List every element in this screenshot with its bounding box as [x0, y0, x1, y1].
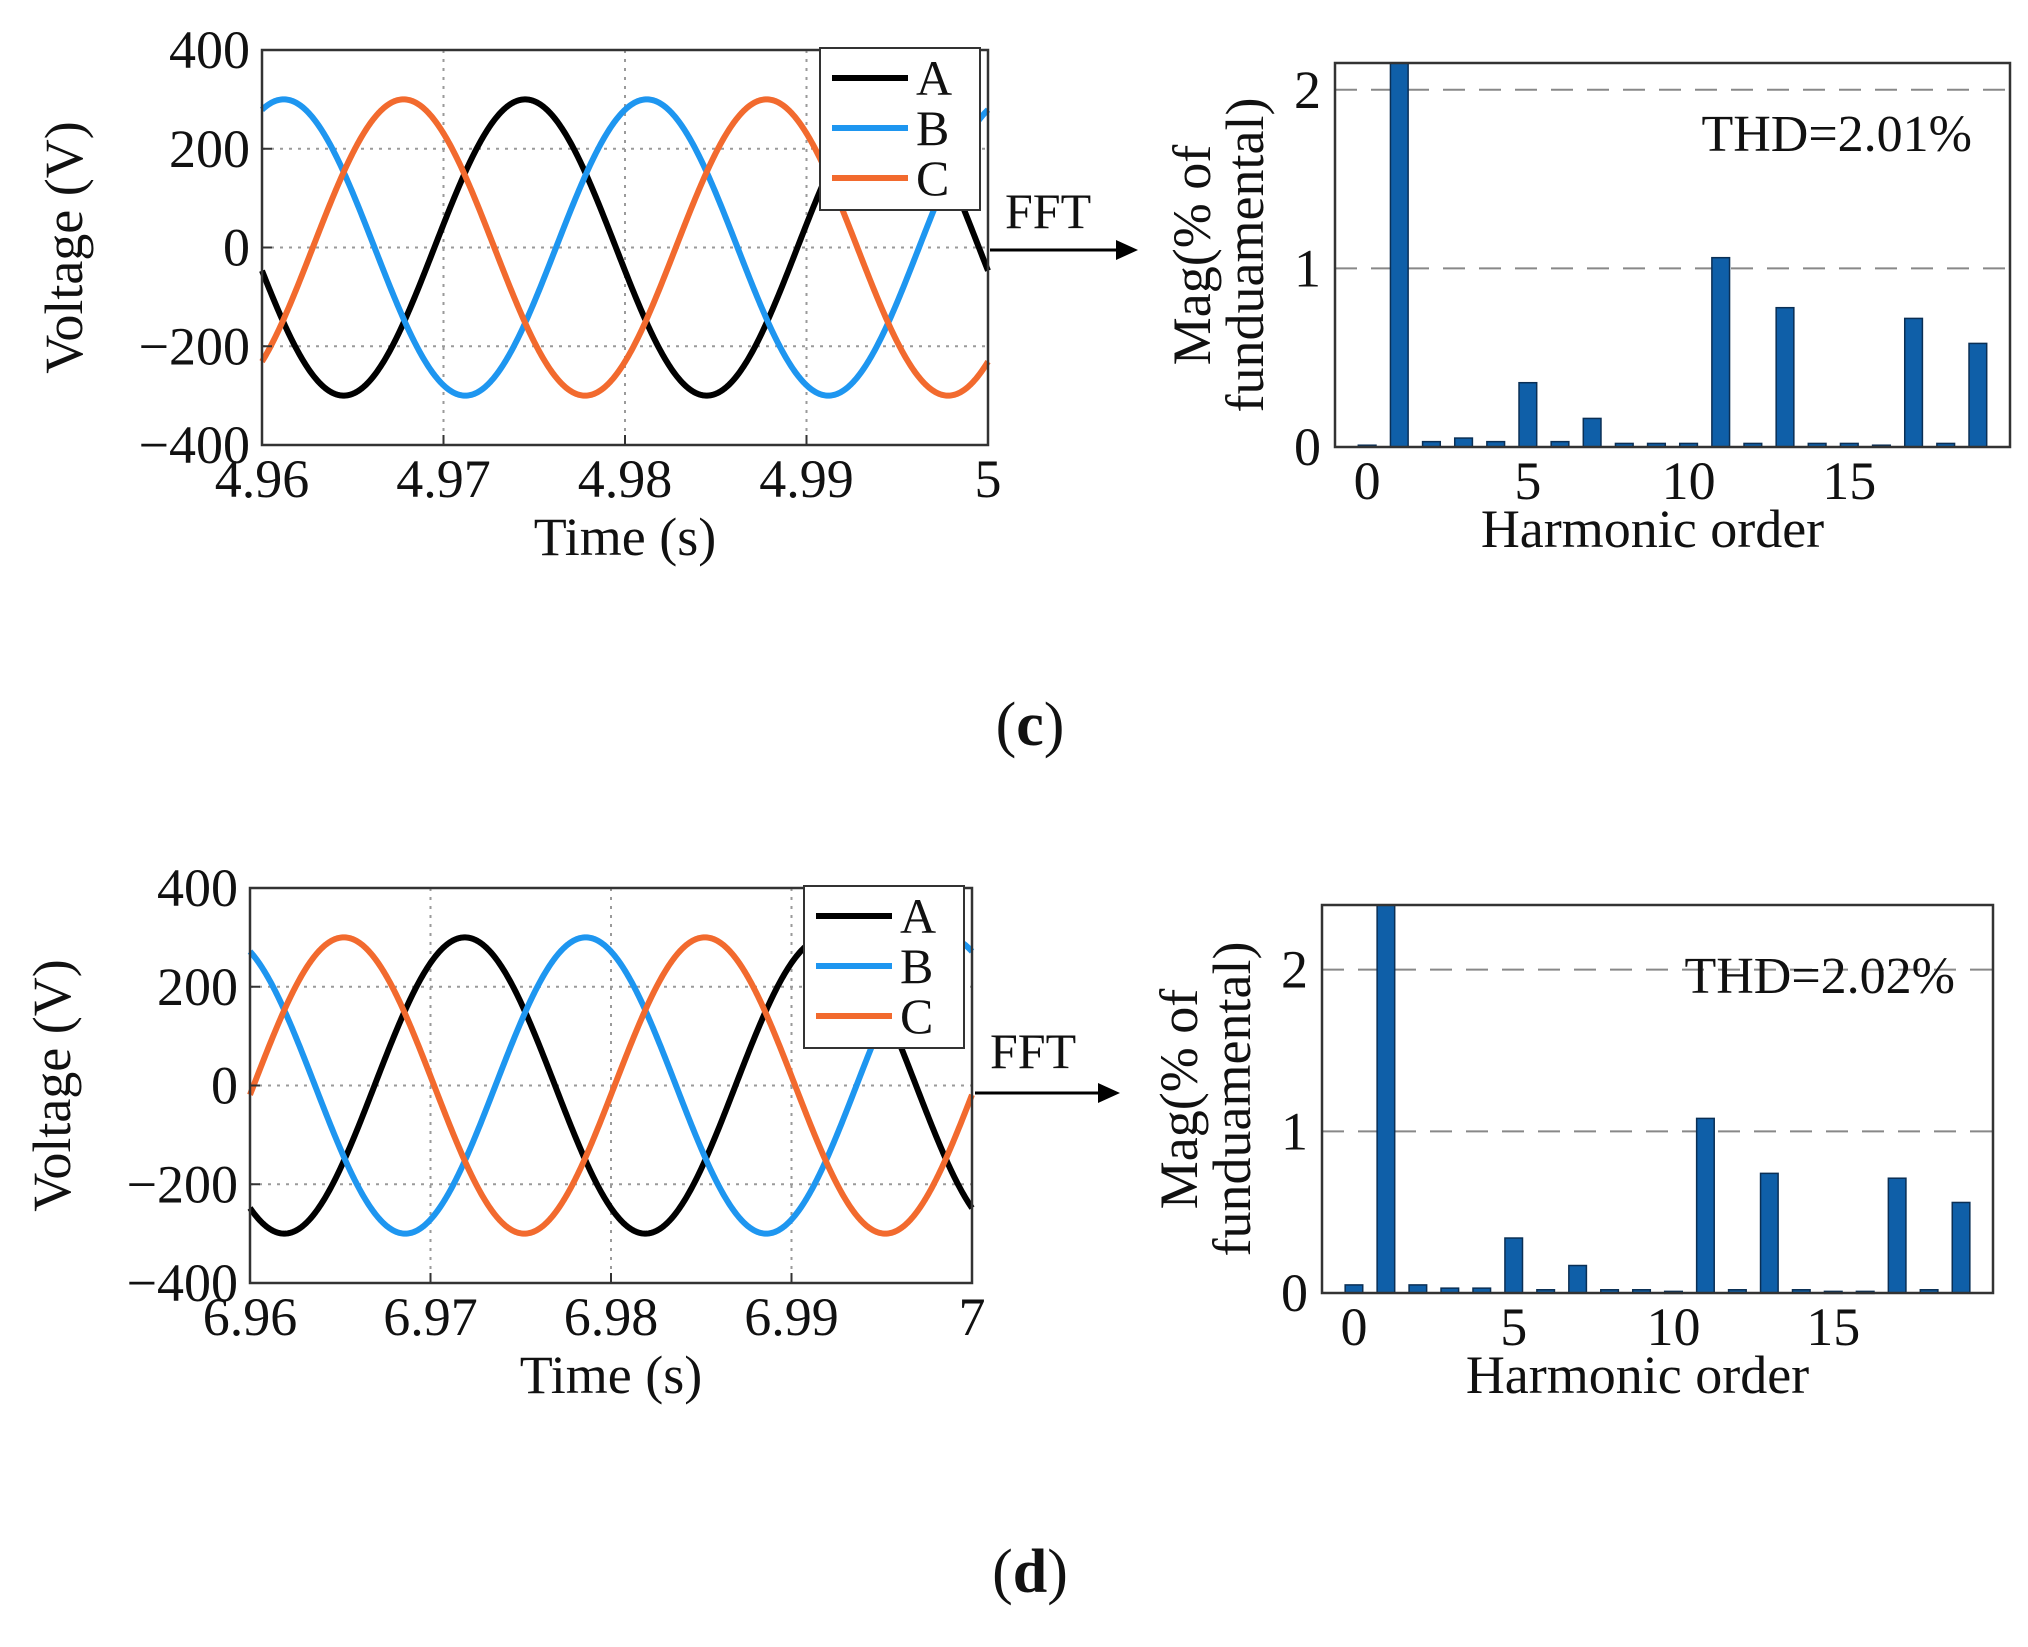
- y-tick-label: 1: [1294, 238, 1321, 298]
- legend-label-c: C: [900, 988, 933, 1044]
- x-tick-label: 5: [975, 449, 1002, 509]
- y-tick-label: −400: [139, 415, 250, 475]
- x-tick-label: 15: [1806, 1297, 1860, 1357]
- x-tick-label: 15: [1822, 451, 1876, 511]
- chart-d-time-voltage: 6.96 6.97 6.98 6.99 7 400 200 0 −200 −400 Time (s)…: [22, 858, 986, 1405]
- bar-harmonic-1: [1376, 904, 1396, 1294]
- panel-label-c: (c): [996, 691, 1065, 759]
- panel-label-d-letter: d: [1013, 1538, 1047, 1606]
- y-axis-label: Voltage (V): [22, 959, 82, 1211]
- y-tick-label: 400: [157, 858, 238, 918]
- x-axis-label: Harmonic order: [1481, 499, 1824, 559]
- bars: [1357, 62, 1988, 448]
- x-tick-label: 5: [1514, 451, 1541, 511]
- legend-label-a: A: [916, 50, 952, 106]
- legend-label-c: C: [916, 150, 949, 206]
- y-tick-label: 0: [1281, 1263, 1308, 1323]
- fft-arrow-d: FFT: [975, 1023, 1120, 1103]
- bar-harmonic-13: [1775, 306, 1795, 448]
- legend: ABC: [819, 47, 981, 211]
- bar-harmonic-1: [1389, 62, 1409, 448]
- chart-c-fft-harmonics: 0 5 10 15 0 1 2 THD=2.01% Harmonic order Mag(% of…: [1162, 60, 2012, 559]
- x-tick-label: 10: [1662, 451, 1716, 511]
- y-tick-label: 400: [169, 20, 250, 80]
- legend: ABC: [803, 885, 965, 1049]
- y-axis-label: Voltage (V): [34, 121, 94, 373]
- grid-lines: [1322, 968, 1993, 1133]
- legend-label-b: B: [900, 938, 933, 994]
- chart-c-time-voltage: 4.96 4.97 4.98 4.99 5 400 200 0 −200 −400 Time (s)…: [34, 20, 1002, 567]
- y-axis-label-line1: Mag(% of: [1162, 145, 1222, 365]
- bar-harmonic-11: [1711, 256, 1731, 448]
- bar-harmonic-17: [1887, 1177, 1907, 1294]
- y-tick-label: 0: [223, 218, 250, 278]
- y-tick-label: 1: [1281, 1101, 1308, 1161]
- legend-label-b: B: [916, 100, 949, 156]
- x-tick-label: 4.98: [578, 449, 673, 509]
- y-tick-label: 2: [1294, 60, 1321, 120]
- x-tick-label: 6.97: [383, 1287, 478, 1347]
- y-tick-label: −400: [127, 1253, 238, 1313]
- y-tick-label: 0: [211, 1056, 238, 1116]
- bar-harmonic-17: [1903, 317, 1924, 448]
- y-axis-label-line2: funduamental): [1202, 942, 1262, 1257]
- y-tick-label: 200: [169, 119, 250, 179]
- x-tick-label: 10: [1646, 1297, 1700, 1357]
- legend-label-a: A: [900, 888, 936, 944]
- plot-area: [1335, 63, 2010, 447]
- y-axis-label-line1: Mag(% of: [1149, 989, 1209, 1209]
- bar-harmonic-7: [1582, 417, 1602, 448]
- bars: [1344, 904, 1971, 1295]
- y-tick-label: 200: [157, 957, 238, 1017]
- y-tick-label: −200: [139, 316, 250, 376]
- panel-label-d: (d): [992, 1538, 1068, 1606]
- bar-harmonic-19: [1968, 342, 1988, 448]
- bar-harmonic-5: [1518, 381, 1538, 448]
- bar-harmonic-5: [1504, 1237, 1524, 1294]
- panel-label-c-letter: c: [1016, 691, 1044, 759]
- fft-arrow-label-c: FFT: [1005, 183, 1091, 239]
- x-axis-label: Time (s): [534, 507, 717, 567]
- y-tick-label: 2: [1281, 940, 1308, 1000]
- series-line-b: [247, 934, 975, 1237]
- x-tick-label: 5: [1500, 1297, 1527, 1357]
- thd-annotation: THD=2.01%: [1701, 106, 1972, 163]
- fft-arrow-label-d: FFT: [990, 1023, 1076, 1079]
- x-tick-label: 6.96: [203, 1287, 298, 1347]
- x-tick-label: 0: [1354, 451, 1381, 511]
- bar-harmonic-7: [1568, 1264, 1588, 1294]
- fft-arrow-c: FFT: [990, 183, 1138, 260]
- plot-frame: [1333, 61, 2012, 449]
- x-tick-label: 4.97: [396, 449, 491, 509]
- x-tick-label: 6.99: [744, 1287, 839, 1347]
- y-tick-label: 0: [1294, 417, 1321, 477]
- y-tick-label: −200: [127, 1154, 238, 1214]
- series-line-b: [259, 96, 991, 399]
- series-line-c: [247, 934, 975, 1237]
- y-axis-label-line2: funduamental): [1215, 98, 1275, 413]
- chart-d-fft-harmonics: 0 5 10 15 0 1 2 THD=2.02% Harmonic order Mag(% of…: [1149, 903, 1995, 1405]
- plot-frame: [1320, 903, 1995, 1295]
- x-tick-label: 7: [959, 1287, 986, 1347]
- x-tick-label: 0: [1340, 1297, 1367, 1357]
- bar-harmonic-19: [1951, 1201, 1971, 1294]
- bar-harmonic-11: [1695, 1117, 1715, 1294]
- x-axis-label: Time (s): [520, 1345, 703, 1405]
- grid-lines: [1335, 88, 2010, 270]
- series-line-c: [259, 96, 991, 399]
- bar-harmonic-13: [1759, 1172, 1779, 1294]
- x-axis-label: Harmonic order: [1466, 1345, 1809, 1405]
- thd-annotation: THD=2.02%: [1684, 948, 1955, 1005]
- x-tick-label: 6.98: [564, 1287, 659, 1347]
- bar-harmonic-3: [1453, 437, 1474, 448]
- x-tick-label: 4.96: [215, 449, 310, 509]
- x-tick-label: 4.99: [759, 449, 854, 509]
